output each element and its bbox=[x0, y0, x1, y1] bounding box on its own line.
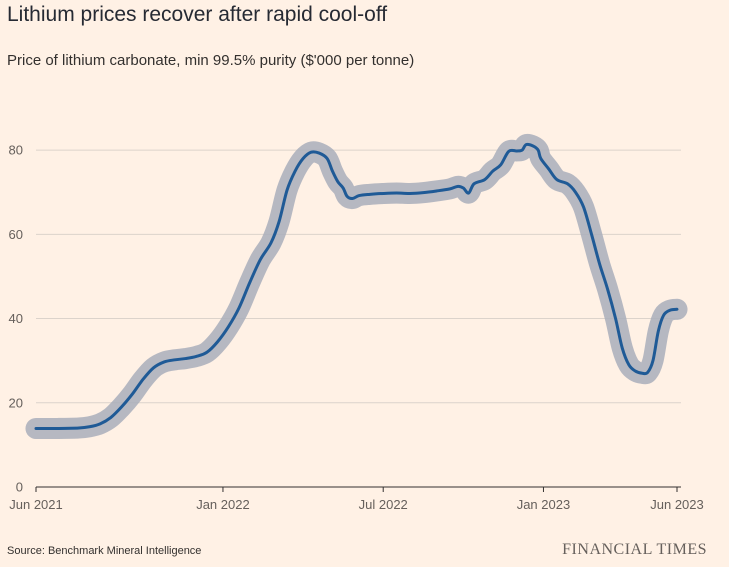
x-tick-label: Jan 2022 bbox=[196, 497, 250, 512]
price-range-band bbox=[25, 133, 688, 440]
x-tick-label: Jul 2022 bbox=[359, 497, 408, 512]
y-tick-label: 80 bbox=[9, 143, 23, 158]
x-tick-label: Jun 2023 bbox=[650, 497, 704, 512]
x-tick-label: Jun 2021 bbox=[9, 497, 63, 512]
x-axis: Jun 2021 Jan 2022 Jul 2022 Jan 2023 Jun 2023 bbox=[9, 487, 704, 512]
source-note: Source: Benchmark Mineral Intelligence bbox=[7, 545, 202, 557]
y-tick-label: 60 bbox=[9, 227, 23, 242]
y-tick-label: 20 bbox=[9, 395, 23, 410]
price-line bbox=[34, 142, 679, 431]
y-tick-label: 40 bbox=[9, 311, 23, 326]
chart-title: Lithium prices recover after rapid cool-… bbox=[7, 3, 388, 26]
series-group bbox=[25, 133, 688, 440]
y-axis: 0 20 40 60 80 bbox=[9, 143, 23, 495]
chart-subtitle: Price of lithium carbonate, min 99.5% pu… bbox=[7, 52, 415, 69]
x-tick-label: Jan 2023 bbox=[517, 497, 571, 512]
gridlines bbox=[36, 149, 681, 488]
ft-logo: FINANCIAL TIMES bbox=[562, 541, 707, 558]
y-tick-label: 0 bbox=[16, 480, 23, 495]
